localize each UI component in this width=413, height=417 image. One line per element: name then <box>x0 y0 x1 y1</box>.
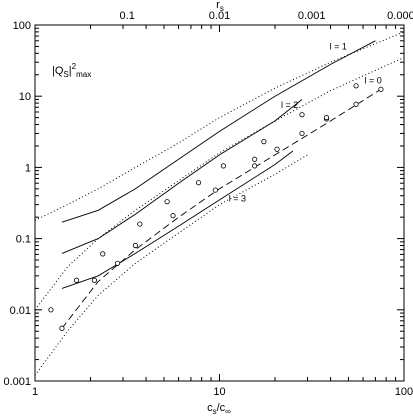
series-line-dotted <box>34 31 405 221</box>
x-tick-label: 1 <box>32 386 38 398</box>
top-tick-label: 0.0001 <box>387 10 413 22</box>
y-tick-label: 10 <box>19 91 31 103</box>
data-point <box>114 260 121 266</box>
axis-labels: rs cs/c∞ |QS|2max l = 1 l = 0 l = 2 l = 3 <box>52 0 382 416</box>
x-axis-label: cs/c∞ <box>207 402 231 416</box>
data-point <box>299 112 305 118</box>
data-point <box>378 86 384 92</box>
y-tick-label: 0.1 <box>16 234 31 246</box>
top-tick-label: 0.001 <box>298 10 326 22</box>
data-point <box>252 156 258 162</box>
axis-ticks: 1 10 100 0.001 0.01 0.1 1 10 100 0.1 0.01 0.001 0.00… <box>3 10 413 398</box>
data-point <box>299 130 305 137</box>
top-axis-label: rs <box>216 0 224 13</box>
curve-label: l = 3 <box>229 194 246 204</box>
series-line-dotted <box>34 57 405 311</box>
data-point <box>164 199 170 205</box>
data-point <box>212 187 218 193</box>
data-point <box>59 325 65 331</box>
series-line-solid <box>61 40 376 223</box>
y-tick-label: 100 <box>13 20 31 32</box>
data-point <box>48 307 54 313</box>
y-tick-label: 0.001 <box>3 376 31 388</box>
y-annotation: |QS|2max <box>52 62 91 79</box>
data-point <box>353 83 359 89</box>
data-point <box>220 163 227 169</box>
data-point <box>100 251 106 257</box>
series-line-dashed <box>61 88 382 329</box>
x-tick-label: 100 <box>395 386 413 398</box>
data-point <box>353 101 359 107</box>
curve-label: l = 1 <box>330 42 347 52</box>
data-point <box>73 277 80 283</box>
data-point <box>91 277 98 283</box>
top-tick-label: 0.1 <box>120 10 135 22</box>
series-layer <box>34 31 405 376</box>
series-line-solid <box>61 99 303 254</box>
data-point <box>274 146 280 152</box>
data-point <box>323 115 330 121</box>
curve-label: l = 0 <box>364 76 381 86</box>
top-tick-label: 0.01 <box>209 10 230 22</box>
curve-label: l = 2 <box>281 100 298 110</box>
data-point <box>261 139 267 145</box>
y-tick-label: 1 <box>25 162 31 174</box>
series-line-solid <box>61 150 294 289</box>
data-point <box>132 242 138 249</box>
data-point <box>252 163 258 169</box>
data-point <box>137 221 143 227</box>
data-point <box>195 180 202 186</box>
x-tick-label: 10 <box>213 386 225 398</box>
data-point <box>170 213 176 219</box>
y-tick-label: 0.01 <box>10 305 31 317</box>
